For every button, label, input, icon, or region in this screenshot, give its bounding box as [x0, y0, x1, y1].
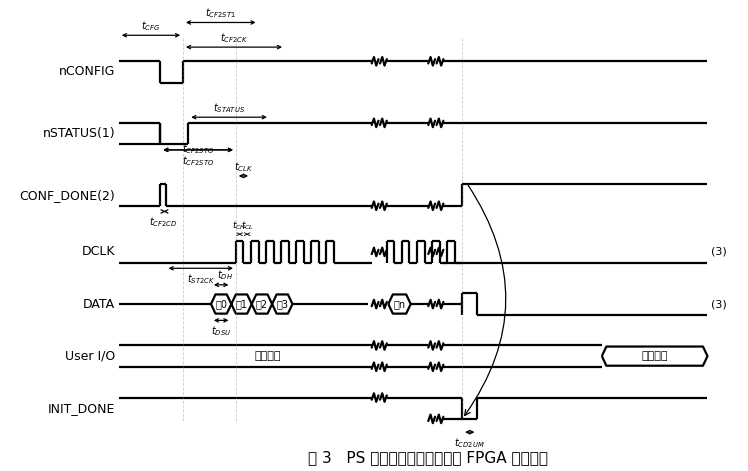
Text: User I/O: User I/O	[65, 349, 115, 363]
Text: DCLK: DCLK	[82, 245, 115, 259]
Text: $t_{CH}$: $t_{CH}$	[233, 220, 247, 232]
Text: $t_{DH}$: $t_{DH}$	[217, 268, 233, 283]
Text: CONF_DONE(2): CONF_DONE(2)	[19, 188, 115, 202]
Text: 位1: 位1	[236, 299, 248, 309]
Text: $t_{CL}$: $t_{CL}$	[241, 220, 254, 232]
Text: nCONFIG: nCONFIG	[59, 65, 115, 79]
Text: 高阻状态: 高阻状态	[254, 351, 281, 361]
Text: nSTATUS(1): nSTATUS(1)	[43, 127, 115, 140]
Text: $t_{DSU}$: $t_{DSU}$	[211, 324, 231, 338]
Text: $t_{CF2CK}$: $t_{CF2CK}$	[220, 31, 248, 44]
Text: 位3: 位3	[276, 299, 288, 309]
Text: INIT_DONE: INIT_DONE	[48, 402, 115, 415]
Text: 位0: 位0	[215, 299, 227, 309]
Text: $t_{CLK}$: $t_{CLK}$	[234, 160, 253, 173]
Text: $t_{STATUS}$: $t_{STATUS}$	[213, 101, 245, 114]
Text: $t_{CF2CD}$: $t_{CF2CD}$	[149, 215, 177, 229]
Text: $t_{ST2CK}$: $t_{ST2CK}$	[186, 272, 215, 286]
Text: $t_{CF2ST1}$: $t_{CF2ST1}$	[205, 6, 236, 20]
Text: $t_{CD2UM}$: $t_{CD2UM}$	[454, 436, 485, 450]
Text: DATA: DATA	[83, 298, 115, 310]
Text: (3): (3)	[711, 247, 727, 257]
Text: 位n: 位n	[393, 299, 405, 309]
Text: 位2: 位2	[256, 299, 268, 309]
Text: 图 3   PS 模式下使用单片机配置 FPGA 的时序图: 图 3 PS 模式下使用单片机配置 FPGA 的时序图	[308, 450, 548, 465]
Text: (3): (3)	[711, 299, 727, 309]
Text: $t_{CF2STO}$: $t_{CF2STO}$	[182, 142, 215, 156]
Text: $t_{CF2STO}$: $t_{CF2STO}$	[182, 154, 215, 169]
Text: $t_{CFG}$: $t_{CFG}$	[141, 19, 161, 32]
Text: 用户模式: 用户模式	[642, 351, 668, 361]
